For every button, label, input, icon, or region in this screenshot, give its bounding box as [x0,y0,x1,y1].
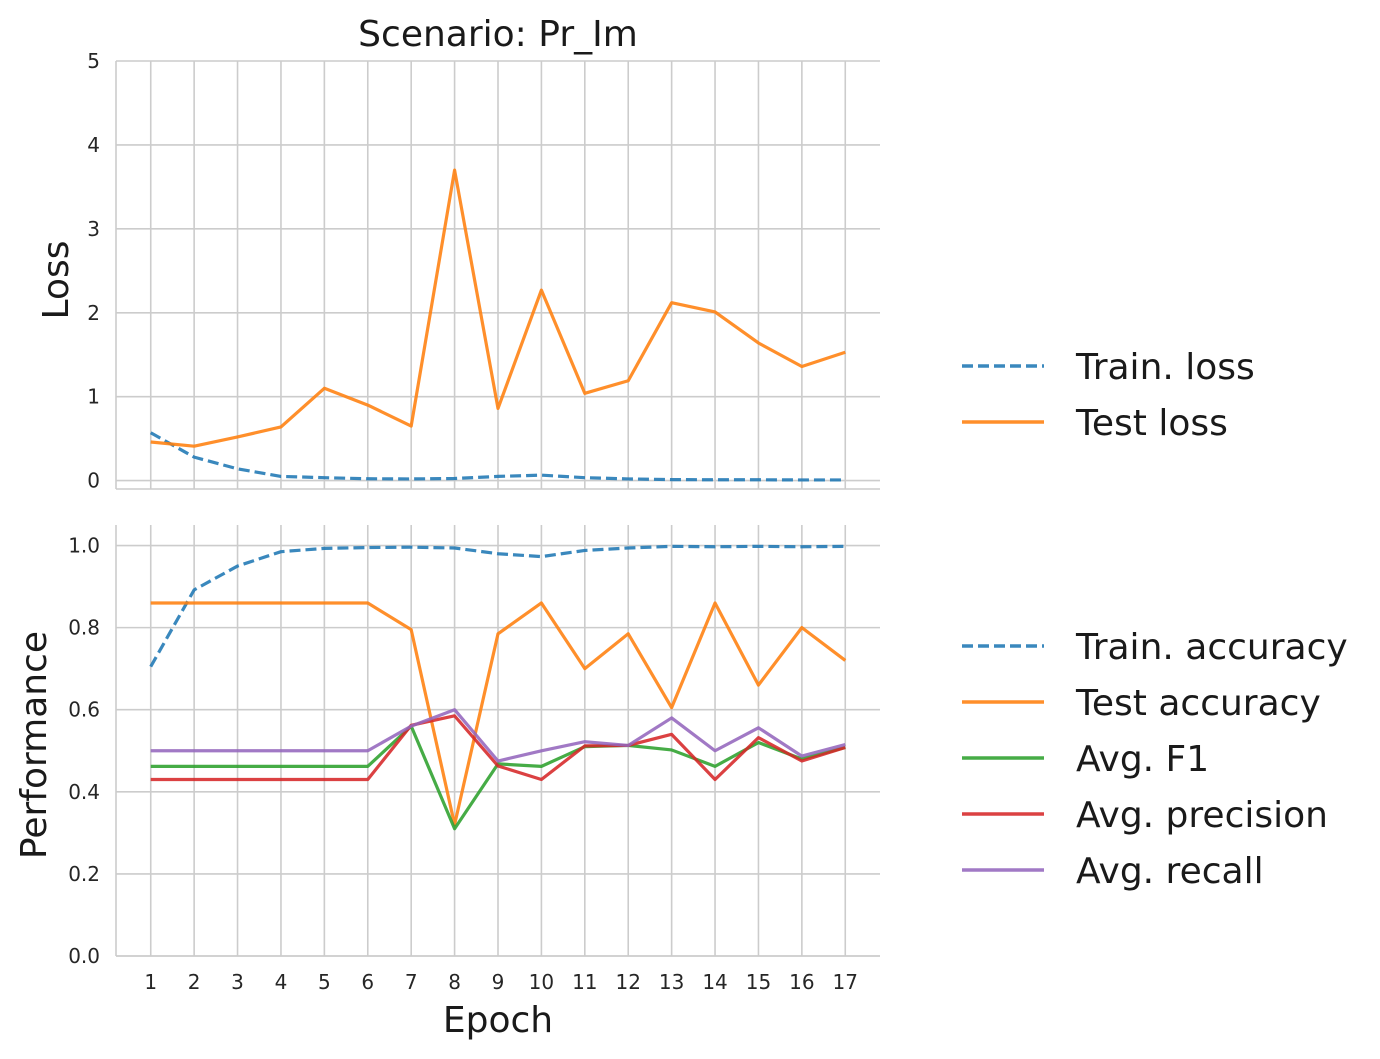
performance-x-tick-label: 2 [188,970,201,994]
performance-series [149,544,847,831]
loss-panel: 0 1 2 3 4 5 Loss [36,49,880,493]
legend-item-test-accuracy: Test accuracy [962,683,1321,724]
series-line-avg-recall [150,708,846,763]
performance-x-tick-label: 5 [318,970,331,994]
performance-x-tick-label: 4 [275,970,288,994]
loss-ticks: 0 1 2 3 4 5 [87,49,100,493]
performance-x-tick-label: 12 [616,970,641,994]
chart-title: Scenario: Pr_Im [358,14,638,55]
loss-spines [115,61,880,490]
loss-series [149,168,846,482]
performance-spines [115,525,880,957]
performance-x-tick-label: 15 [746,970,771,994]
loss-y-tick-label: 1 [87,385,100,409]
loss-y-tick-label: 0 [87,469,100,493]
loss-y-tick-label: 5 [87,49,100,73]
performance-grid [116,525,880,957]
legend-label: Test loss [1075,403,1228,444]
performance-ticks: 0.00.20.40.60.81.01 2 3 4 5 6 7 8 9 10 11 12 13 14 15 1… [68,534,858,994]
legend-item-train-loss: Train. loss [962,347,1255,388]
performance-x-tick-label: 17 [833,970,858,994]
legend-label: Avg. recall [1076,851,1264,892]
performance-y-tick-label: 0.0 [68,944,100,968]
loss-grid [116,60,880,489]
performance-y-axis-label: Performance [14,631,55,859]
legend-label: Train. loss [1075,347,1255,388]
performance-y-tick-label: 0.4 [68,780,100,804]
performance-x-tick-label: 13 [659,970,684,994]
performance-x-tick-label: 9 [492,970,505,994]
legend-label: Avg. precision [1076,795,1328,836]
performance-y-tick-label: 1.0 [68,534,100,558]
performance-x-tick-label: 14 [702,970,727,994]
legend-label: Avg. F1 [1076,739,1209,780]
series-line-avg-precision [150,714,846,782]
legend-label: Test accuracy [1075,683,1321,724]
loss-y-tick-label: 4 [87,133,100,157]
legend-item-avg-recall: Avg. recall [962,851,1264,892]
performance-x-tick-label: 10 [529,970,554,994]
loss-y-axis-label: Loss [36,241,77,320]
loss-y-tick-label: 3 [87,217,100,241]
loss-y-tick-label: 2 [87,301,100,325]
legend-item-test-loss: Test loss [962,403,1228,444]
performance-x-tick-label: 1 [144,970,157,994]
legend-label: Train. accuracy [1075,627,1348,668]
performance-x-tick-label: 3 [231,970,244,994]
x-axis-label: Epoch [443,1000,553,1041]
series-line-train-accuracy [149,544,846,668]
performance-x-tick-label: 8 [448,970,461,994]
legend-item-avg-precision: Avg. precision [962,795,1328,836]
performance-x-tick-label: 16 [789,970,814,994]
performance-x-tick-label: 7 [405,970,418,994]
performance-x-tick-label: 6 [361,970,374,994]
performance-legend: Train. accuracy Test accuracy Avg. F1 Avg. … [962,627,1348,892]
performance-y-tick-label: 0.2 [68,862,100,886]
series-line-test-loss [150,168,846,448]
performance-y-tick-label: 0.8 [68,616,100,640]
loss-legend: Train. loss Test loss [962,347,1255,444]
legend-item-avg-f1: Avg. F1 [962,739,1209,780]
series-line-test-accuracy [150,601,847,827]
performance-x-tick-label: 11 [572,970,597,994]
performance-y-tick-label: 0.6 [68,698,100,722]
series-line-train-loss [149,431,846,482]
performance-panel: 0.00.20.40.60.81.01 2 3 4 5 6 7 8 9 10 11 12 13 14 15 1… [14,525,880,1041]
legend-item-train-accuracy: Train. accuracy [962,627,1348,668]
